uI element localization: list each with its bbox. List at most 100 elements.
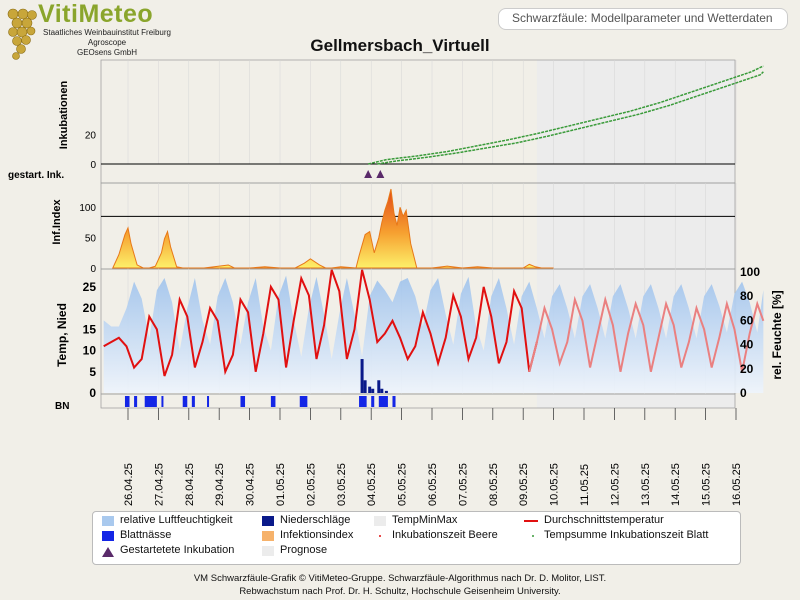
date-label: 30.04.25 (245, 463, 257, 506)
tick-label: 25 (83, 280, 97, 294)
inkubation-line-0 (367, 65, 764, 165)
legend-item: Gestartetete Inkubation (120, 544, 235, 556)
humidity-area (103, 275, 764, 393)
tick-label-right: 0 (740, 386, 747, 400)
leafwet-bar (207, 396, 210, 407)
footer-line-2: Rebwachstum nach Prof. Dr. H. Schultz, H… (239, 586, 561, 597)
incubation-start-marker (376, 170, 385, 178)
leafwet-bar (124, 396, 130, 407)
tick-label: 20 (85, 131, 97, 142)
panel-frame (100, 393, 736, 409)
tick-label-right: 60 (740, 313, 754, 327)
logo-line-3: GEOsens GmbH (76, 48, 137, 57)
date-label: 09.05.25 (518, 463, 530, 506)
tick-label-right: 80 (740, 289, 754, 303)
legend-swatch-humidity (102, 516, 114, 526)
legend-swatch-infection (262, 531, 274, 541)
rain-bar (371, 388, 375, 393)
tick-label: 50 (85, 234, 97, 245)
panel-label-infindex: Inf.Index (51, 199, 63, 245)
leafwet-bar (240, 396, 246, 407)
legend-swatch-prognose (262, 546, 274, 556)
tick-label: 5 (89, 365, 96, 379)
leafwet-bar (134, 396, 138, 407)
legend-item: Infektionsindex (280, 529, 354, 541)
date-label: 27.04.25 (153, 463, 165, 506)
legend-item: Niederschläge (280, 514, 351, 526)
legend-swatch-blatt (532, 535, 534, 537)
temperature-forecast-line (528, 295, 765, 373)
incubation-start-marker (364, 170, 373, 178)
leafwet-bar (371, 396, 375, 407)
date-label: 14.05.25 (670, 463, 682, 506)
legend-item: Prognose (280, 544, 328, 556)
grape-logo-icon (7, 8, 37, 60)
legend-swatch-marker (102, 547, 114, 557)
legend-swatch-beere (379, 535, 381, 537)
date-label: 13.05.25 (640, 463, 652, 506)
leafwet-bar (182, 396, 188, 407)
header-panel (498, 8, 788, 30)
date-label: 26.04.25 (123, 463, 135, 506)
date-label: 06.05.25 (427, 463, 439, 506)
tick-label: 10 (83, 344, 97, 358)
panel-label-gestart: gestart. Ink. (8, 170, 64, 181)
tick-label-right: 20 (740, 362, 754, 376)
tick-label-right: 40 (740, 338, 754, 352)
date-label: 16.05.25 (731, 463, 743, 506)
legend-item: relative Luftfeuchtigkeit (120, 514, 233, 526)
infection-index-area (112, 188, 554, 269)
tick-label-right: 100 (740, 265, 760, 279)
legend-item: Durchschnittstemperatur (544, 514, 664, 526)
date-label: 07.05.25 (457, 463, 469, 506)
date-label: 08.05.25 (488, 463, 500, 506)
logo-line-2: Agroscope (87, 38, 127, 47)
leafwet-bar (191, 396, 195, 407)
legend-swatches (102, 516, 538, 557)
rain-bar (360, 359, 364, 393)
logo-wordmark: VitiMeteo (38, 0, 154, 28)
legend-item: TempMinMax (392, 514, 458, 526)
date-label: 01.05.25 (275, 463, 287, 506)
date-label: 28.04.25 (184, 463, 196, 506)
date-label: 15.05.25 (701, 463, 713, 506)
leafwet-bar (161, 396, 164, 407)
leafwet-bar (359, 396, 367, 407)
date-label: 05.05.25 (397, 463, 409, 506)
rain-bar (368, 386, 372, 393)
rain-bar (380, 388, 384, 393)
tick-label: 0 (90, 160, 96, 171)
panel-label-humidity: rel. Feuchte [%] (770, 290, 784, 379)
legend (92, 511, 741, 565)
temperature-line (103, 269, 538, 377)
tick-label: 0 (89, 386, 96, 400)
date-label: 04.05.25 (366, 463, 378, 506)
date-label: 10.05.25 (549, 463, 561, 506)
footer: VM Schwarzfäule-Grafik © VitiMeteo-Grupp… (0, 572, 800, 598)
tick-label: 0 (90, 264, 96, 275)
legend-item: Inkubationszeit Beere (392, 529, 498, 541)
chart-canvas: 0 20 0 50 100 0 5 10 15 20 25 0 20 40 60 80 100 26.04.25 2… (8, 59, 784, 506)
leafwet-bar (270, 396, 276, 407)
date-label: 03.05.25 (336, 463, 348, 506)
legend-swatch-rain (262, 516, 274, 526)
header-title: Schwarzfäule: Modellparameter und Wetter… (512, 11, 773, 25)
footer-line-1: VM Schwarzfäule-Grafik © VitiMeteo-Grupp… (193, 573, 607, 584)
legend-swatch-tempminmax (374, 516, 386, 526)
rain-bar (377, 380, 381, 393)
leafwet-bar (144, 396, 157, 407)
date-label: 29.04.25 (214, 463, 226, 506)
leafwet-bar (392, 396, 396, 407)
leafwet-bar (378, 396, 388, 407)
logo-line-1: Staatliches Weinbauinstitut Freiburg (43, 28, 171, 37)
legend-item: Tempsumme Inkubationszeit Blatt (544, 529, 709, 541)
panel-label-bn: BN (55, 401, 69, 412)
rain-bar (384, 390, 388, 393)
legend-swatch-leafwet (102, 531, 114, 541)
date-label: 11.05.25 (579, 464, 591, 506)
leafwet-bar (299, 396, 308, 407)
rain-bar (363, 380, 367, 393)
tick-label: 100 (79, 203, 96, 214)
date-label: 02.05.25 (305, 463, 317, 506)
legend-item: Blattnässe (120, 529, 172, 541)
